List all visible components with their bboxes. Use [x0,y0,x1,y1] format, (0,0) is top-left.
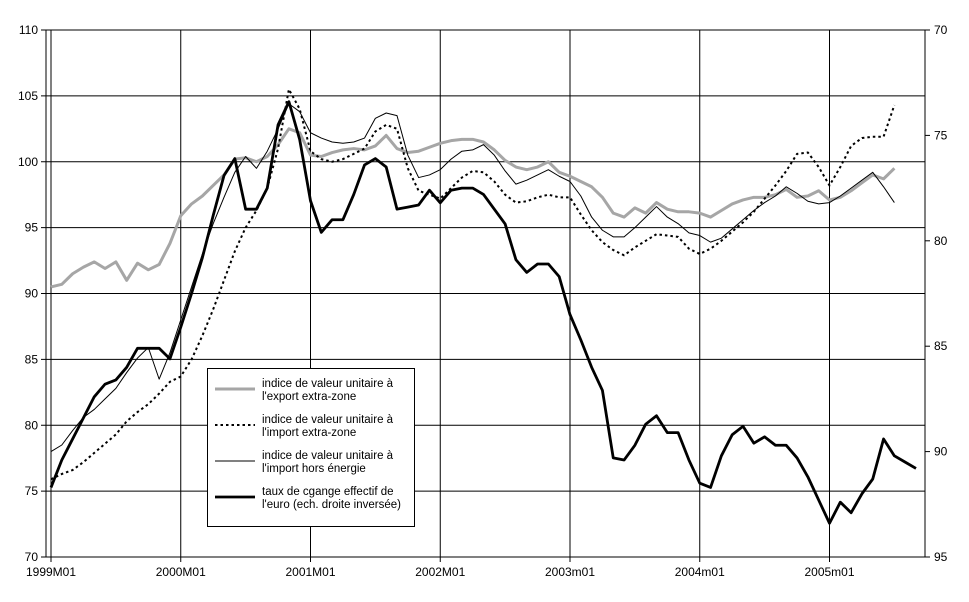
legend-label: taux de cgange effectif de l'euro (ech. … [262,486,401,511]
legend-label: indice de valeur unitaire à l'export ext… [262,378,394,403]
right-axis-tick-label: 85 [934,339,948,353]
legend-item: indice de valeur unitaire à l'import hor… [214,450,408,476]
x-axis-tick-label: 2003m01 [545,565,595,579]
left-axis-tick-label: 75 [25,484,39,498]
x-axis-tick-label: 2004m01 [675,565,725,579]
legend-label: indice de valeur unitaire à l'import ext… [262,414,394,439]
right-axis-tick-label: 80 [934,234,948,248]
legend-item: indice de valeur unitaire à l'import ext… [214,414,408,440]
left-axis-tick-label: 95 [25,221,39,235]
x-axis-tick-label: 2002M01 [415,565,465,579]
thick-line-sample-icon [214,489,260,507]
left-axis-tick-label: 70 [25,550,39,564]
legend-label: indice de valeur unitaire à l'import hor… [262,450,394,475]
left-axis-tick-label: 90 [25,287,39,301]
euro-exchange-rate-series-line [49,100,917,525]
left-axis-tick-label: 85 [25,352,39,366]
left-axis-tick-label: 105 [18,89,38,103]
right-axis-tick-label: 75 [934,128,948,142]
import-hors-energie-series-line [50,103,895,453]
legend-item: taux de cgange effectif de l'euro (ech. … [214,486,408,512]
x-axis-tick-label: 2000M01 [156,565,206,579]
left-axis-tick-label: 110 [19,23,38,37]
import-unit-value-series-line [50,88,896,481]
right-axis-tick-label: 90 [934,445,948,459]
left-axis-tick-label: 80 [25,418,39,432]
left-axis-tick-label: 100 [18,155,38,169]
legend-item: indice de valeur unitaire à l'export ext… [214,378,408,404]
chart-legend: indice de valeur unitaire à l'export ext… [207,368,415,527]
dotted-line-sample-icon [214,417,260,435]
right-axis-tick-label: 70 [934,23,948,37]
x-axis-tick-label: 2005m01 [804,565,854,579]
right-axis-tick-label: 95 [934,550,948,564]
x-axis-tick-label: 1999M01 [26,565,76,579]
plot-border [45,29,926,558]
export-unit-value-series-line [50,127,896,289]
thin-line-sample-icon [214,453,260,471]
x-axis-tick-label: 2001M01 [285,565,335,579]
gray-thick-line-sample-icon [214,381,260,399]
